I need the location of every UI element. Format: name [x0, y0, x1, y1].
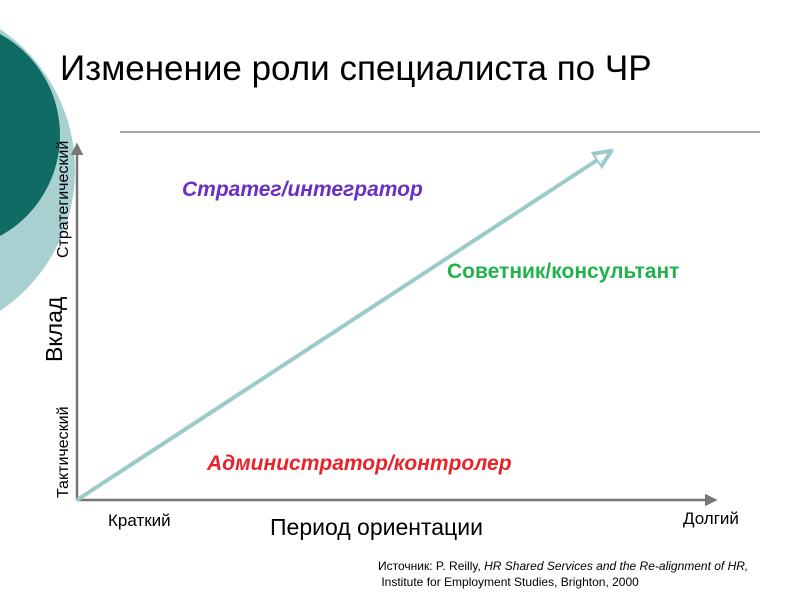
growth-arrow: [75, 153, 608, 502]
decor-circle-dark: [0, 34, 60, 236]
y-axis-label: Вклад: [41, 296, 67, 362]
role-label: Советник/консультант: [447, 260, 679, 283]
y-bottom-label: Тактический: [55, 406, 72, 498]
x-left-label: Краткий: [108, 511, 171, 530]
source-prefix: Источник: P. Reilly,: [378, 559, 484, 573]
role-label: Стратег/интегратор: [182, 178, 423, 201]
source-line2: Institute for Employment Studies, Bright…: [378, 575, 639, 589]
source-line1: Источник: P. Reilly, HR Shared Services …: [378, 559, 748, 573]
title: Изменение роли специалиста по ЧР: [60, 49, 652, 88]
x-axis-label: Период ориентации: [270, 514, 483, 540]
x-right-label: Долгий: [683, 509, 739, 528]
y-top-label: Стратегический: [55, 141, 72, 258]
role-label: Администратор/контролер: [206, 452, 512, 475]
source-work: HR Shared Services and the Re-alignment …: [484, 559, 748, 573]
